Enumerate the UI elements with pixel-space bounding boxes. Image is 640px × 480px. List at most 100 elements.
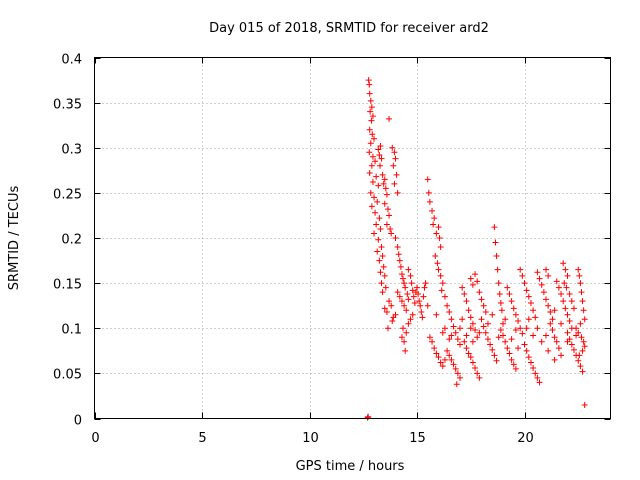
plot-frame (94, 57, 611, 419)
y-tick-label: 0.1 (61, 323, 82, 338)
data-point (439, 329, 446, 336)
data-point (512, 365, 519, 372)
data-point (402, 347, 409, 354)
data-point (448, 332, 455, 339)
data-point (510, 361, 517, 368)
data-point (441, 356, 448, 363)
data-point (409, 287, 416, 294)
x-tick-label: 15 (409, 431, 426, 446)
data-point (369, 131, 376, 138)
data-point (580, 338, 587, 345)
data-point (446, 309, 453, 316)
data-point (545, 302, 552, 309)
data-point (437, 272, 444, 279)
data-point (467, 314, 474, 321)
data-point (392, 155, 399, 162)
data-point (367, 97, 374, 104)
data-point (429, 207, 436, 214)
data-point (375, 182, 382, 189)
data-point (431, 345, 438, 352)
data-point (525, 293, 532, 300)
data-point (446, 336, 453, 343)
data-point (577, 363, 584, 370)
data-point (532, 370, 539, 377)
data-point (547, 320, 554, 327)
data-point (502, 316, 509, 323)
data-point (377, 142, 384, 149)
data-point (576, 272, 583, 279)
data-point (375, 236, 382, 243)
data-point (474, 334, 481, 341)
data-point (540, 289, 547, 296)
data-point (394, 189, 401, 196)
data-point (381, 272, 388, 279)
data-point (373, 173, 380, 180)
data-point (508, 356, 515, 363)
data-point (437, 359, 444, 366)
data-point (532, 314, 539, 321)
data-point (457, 374, 463, 381)
y-tick-label: 0.35 (53, 98, 82, 113)
data-point (467, 275, 474, 282)
data-point (441, 325, 448, 332)
data-point (512, 311, 519, 318)
data-point (525, 354, 532, 361)
data-point (465, 350, 472, 357)
data-point (454, 336, 461, 343)
data-point (397, 263, 404, 270)
data-point (393, 171, 400, 178)
data-point (379, 289, 386, 296)
data-point (405, 266, 412, 273)
data-point (441, 293, 448, 300)
data-point (581, 401, 588, 408)
data-point (500, 332, 506, 339)
data-point (396, 257, 403, 264)
data-point (555, 345, 562, 352)
data-point (368, 162, 375, 169)
data-point (415, 290, 422, 297)
data-point (558, 320, 565, 327)
data-point (422, 280, 429, 287)
data-point (383, 191, 390, 198)
data-point (435, 224, 442, 231)
data-point (545, 347, 552, 354)
data-point (510, 305, 517, 312)
data-point (530, 364, 537, 371)
data-point (547, 309, 554, 316)
data-point (538, 338, 545, 345)
data-point (424, 176, 431, 183)
data-point (549, 327, 556, 334)
data-point (577, 320, 584, 327)
x-axis-label: GPS time / hours (296, 459, 405, 474)
data-point (566, 290, 573, 297)
data-point (558, 290, 565, 297)
data-point (398, 271, 405, 278)
data-point (560, 298, 567, 305)
data-point (381, 305, 388, 312)
x-tick-label: 0 (91, 431, 99, 446)
data-point (476, 289, 483, 296)
data-point (512, 327, 519, 334)
data-point (432, 253, 439, 260)
data-point (474, 278, 481, 285)
data-point (568, 341, 575, 348)
data-point (429, 338, 436, 345)
data-point (433, 350, 440, 357)
y-axis-label: SRMTID / TECUs (7, 186, 22, 291)
data-point (498, 307, 505, 314)
data-point (421, 284, 428, 291)
data-point (367, 140, 374, 147)
data-point (433, 230, 440, 237)
data-point (457, 341, 463, 348)
data-point (551, 334, 558, 341)
data-point (562, 305, 569, 312)
data-point (433, 311, 440, 318)
data-point (372, 209, 379, 216)
data-point (450, 361, 457, 368)
data-point (384, 325, 391, 332)
data-point (366, 126, 373, 133)
data-point (519, 272, 526, 279)
data-point (426, 198, 433, 205)
data-point (390, 162, 397, 169)
data-point (398, 298, 405, 305)
